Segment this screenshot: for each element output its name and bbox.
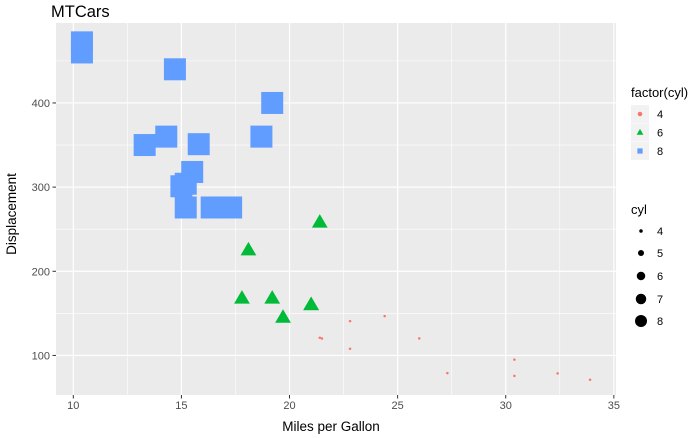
- data-point-cyl-6: [264, 290, 281, 304]
- data-point-cyl-8: [70, 41, 93, 64]
- data-point-cyl-8: [163, 58, 186, 81]
- x-tick-label: 15: [175, 400, 187, 412]
- legend-factor-cyl: factor(cyl) 4 6 8: [631, 85, 688, 160]
- data-point-cyl-4: [417, 337, 421, 340]
- y-tick-label: 100: [32, 350, 50, 362]
- legend-size-label-5: 5: [657, 248, 663, 260]
- x-tick-label: 35: [608, 400, 620, 412]
- data-point-cyl-8: [250, 125, 273, 148]
- data-point-cyl-4: [348, 319, 352, 323]
- data-point-cyl-4: [348, 347, 352, 350]
- data-point-cyl-4: [320, 337, 324, 340]
- legend-key-cyl-8: [637, 148, 643, 154]
- legend-size-label-8: 8: [657, 316, 663, 328]
- data-point-cyl-8: [133, 134, 156, 157]
- data-point-cyl-4: [383, 314, 386, 318]
- legend-size-key-5: [638, 250, 644, 256]
- legend-size-key-6: [636, 271, 646, 281]
- x-tick-label: 10: [67, 400, 79, 412]
- legend-color-title: factor(cyl): [631, 85, 688, 100]
- x-tick-label: 25: [391, 400, 403, 412]
- data-point-cyl-6: [303, 296, 320, 311]
- data-point-cyl-4: [556, 372, 559, 375]
- data-point-cyl-4: [513, 374, 516, 378]
- y-tick-label: 400: [32, 98, 50, 110]
- legend-size-label-4: 4: [657, 226, 663, 238]
- axis-ticks: [52, 102, 615, 399]
- legend-cyl-size: cyl 4 5 6 7 8: [631, 202, 663, 328]
- data-point-cyl-8: [155, 125, 178, 148]
- data-point-cyl-6: [240, 241, 257, 256]
- x-axis-title: Miles per Gallon: [282, 419, 380, 434]
- legend-label-cyl-8: 8: [657, 146, 663, 158]
- data-point-cyl-8: [174, 196, 197, 219]
- y-axis-title: Displacement: [4, 173, 19, 255]
- data-point-cyl-8: [261, 91, 284, 114]
- x-tick-label: 20: [283, 400, 295, 412]
- data-point-cyl-4: [588, 378, 592, 382]
- legend-size-title: cyl: [631, 202, 647, 217]
- data-point-cyl-8: [187, 133, 210, 156]
- legend-label-cyl-6: 6: [657, 128, 663, 140]
- data-point-cyl-8: [170, 175, 193, 198]
- x-tick-label: 30: [500, 400, 512, 412]
- legend-label-cyl-4: 4: [657, 109, 663, 121]
- minor-gridlines: [56, 23, 616, 395]
- chart-title: MTCars: [51, 3, 110, 21]
- data-point-cyl-6: [234, 290, 250, 304]
- major-gridlines: [56, 23, 616, 395]
- y-tick-label: 300: [32, 182, 50, 194]
- data-point-cyl-4: [513, 358, 516, 361]
- legend-size-key-7: [635, 293, 647, 305]
- data-point-cyl-4: [318, 336, 322, 340]
- data-point-cyl-8: [200, 196, 223, 219]
- data-point-cyl-8: [220, 196, 243, 219]
- legend-size-label-7: 7: [657, 294, 663, 306]
- legend-size-key-4: [639, 229, 643, 233]
- legend-key-cyl-6: [636, 128, 644, 135]
- legend-size-label-6: 6: [657, 271, 663, 283]
- x-tick-labels: 10 15 20 25 30 35: [67, 400, 620, 412]
- y-tick-label: 200: [32, 266, 50, 278]
- data-point-cyl-4: [446, 371, 449, 375]
- data-point-cyl-6: [275, 309, 291, 323]
- legend-key-cyl-4: [637, 111, 643, 117]
- legend-size-key-8: [635, 315, 647, 327]
- plot-panel: [56, 23, 616, 395]
- data-point-cyl-6: [311, 214, 328, 228]
- data-points: [70, 31, 592, 382]
- y-tick-labels: 100 200 300 400: [32, 98, 50, 362]
